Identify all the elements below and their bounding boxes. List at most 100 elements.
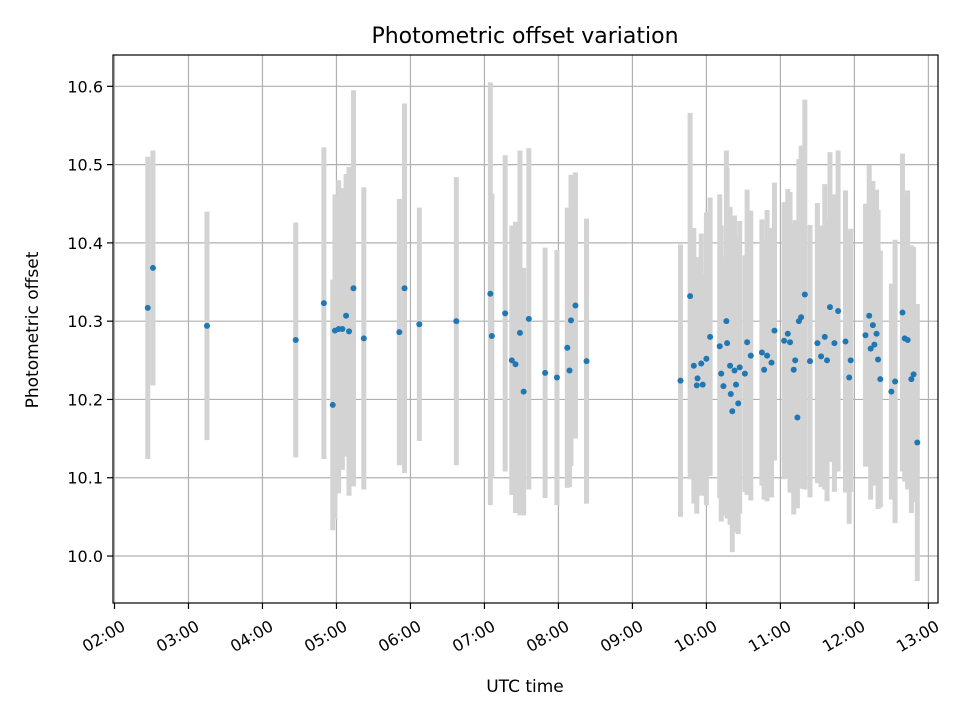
data-point — [339, 326, 346, 332]
data-point — [564, 344, 571, 351]
y-tick-label: 10.3 — [67, 312, 103, 331]
data-point — [806, 358, 813, 365]
data-point — [871, 341, 878, 348]
y-tick-label: 10.4 — [67, 234, 103, 253]
data-point — [583, 358, 590, 365]
data-point — [727, 390, 734, 397]
data-point — [735, 400, 742, 407]
data-point — [862, 332, 869, 339]
data-point — [677, 377, 684, 384]
data-point — [847, 357, 854, 364]
data-point — [733, 381, 740, 388]
data-point — [794, 414, 801, 421]
data-point — [698, 360, 705, 367]
data-point — [360, 335, 367, 342]
data-point — [768, 359, 775, 366]
data-point — [877, 376, 884, 383]
data-point — [814, 340, 821, 347]
data-point — [724, 340, 731, 347]
data-point — [703, 355, 710, 362]
data-point — [835, 307, 842, 314]
data-point — [801, 291, 808, 298]
data-point — [320, 300, 327, 307]
y-tick-label: 10.6 — [67, 77, 103, 96]
data-point — [343, 312, 350, 319]
data-point — [824, 357, 831, 364]
data-point — [842, 338, 849, 345]
y-tick-label: 10.1 — [67, 469, 103, 488]
data-point — [908, 376, 915, 383]
data-point — [790, 366, 797, 373]
data-point — [904, 336, 911, 343]
data-point — [873, 330, 880, 337]
data-point — [718, 370, 725, 377]
chart-title: Photometric offset variation — [371, 24, 678, 49]
data-point — [727, 362, 734, 369]
data-point — [516, 329, 523, 336]
data-point — [502, 310, 509, 317]
data-point — [758, 349, 765, 356]
data-point — [731, 367, 738, 374]
data-point — [512, 361, 519, 368]
data-point — [821, 333, 828, 340]
data-point — [553, 374, 560, 381]
data-point — [401, 285, 408, 292]
data-point — [831, 340, 838, 347]
data-point — [899, 309, 906, 316]
data-point — [910, 371, 917, 378]
data-point — [771, 327, 778, 334]
data-point — [826, 304, 833, 311]
data-point — [693, 382, 700, 389]
y-tick-label: 10.5 — [67, 156, 103, 175]
plot-frame — [112, 54, 939, 604]
data-point — [866, 312, 873, 319]
data-point — [699, 381, 706, 388]
data-point — [744, 339, 751, 346]
data-point — [453, 318, 460, 325]
data-point — [690, 362, 697, 369]
data-point — [846, 374, 853, 381]
data-point — [792, 357, 799, 364]
data-point — [346, 328, 353, 335]
y-axis-ticks: 10.0 10.1 10.2 10.3 10.4 10.5 10.6 — [67, 77, 113, 566]
data-point — [764, 352, 771, 359]
data-point — [542, 369, 549, 376]
data-point — [149, 264, 156, 271]
data-point — [203, 322, 210, 329]
data-point — [487, 290, 494, 297]
data-point — [818, 353, 825, 360]
y-tick-label: 10.0 — [67, 547, 103, 566]
data-point — [566, 367, 573, 374]
data-point — [875, 356, 882, 363]
data-point — [784, 330, 791, 337]
data-point — [747, 352, 754, 359]
data-point — [572, 302, 579, 309]
x-axis-label: UTC time — [486, 677, 564, 697]
data-point — [520, 388, 527, 395]
data-point — [888, 388, 895, 395]
data-point — [416, 321, 423, 328]
data-point — [729, 408, 736, 415]
data-point — [350, 285, 357, 292]
data-point — [761, 366, 768, 373]
data-point — [525, 315, 532, 322]
data-point — [781, 337, 788, 344]
y-axis-label: Photometric offset — [23, 251, 43, 408]
data-point — [292, 336, 299, 343]
data-point — [914, 439, 921, 446]
data-point — [723, 318, 730, 325]
data-point — [707, 333, 714, 340]
y-tick-label: 10.2 — [67, 390, 103, 409]
data-point — [741, 370, 748, 377]
data-point — [568, 317, 575, 324]
data-point — [329, 401, 336, 408]
data-point — [867, 345, 874, 352]
data-point — [869, 322, 876, 329]
data-point — [694, 375, 701, 382]
data-point — [716, 343, 723, 350]
data-point — [488, 333, 495, 340]
data-point — [798, 314, 805, 321]
data-point — [396, 329, 403, 336]
data-point — [144, 304, 151, 311]
